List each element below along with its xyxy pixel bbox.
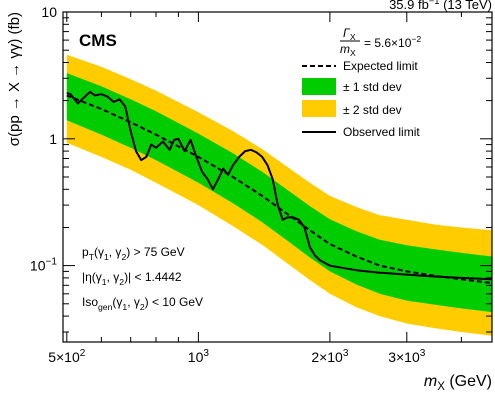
y-tick-label: 1 [49,131,57,147]
x-tick-label: 3×103 [388,348,426,365]
legend: Expected limit ± 1 std dev ± 2 std dev O… [302,59,420,139]
band-1-sigma-area [66,73,492,313]
selection-cut: |η(γ1, γ2)| < 1.4442 [82,270,182,287]
legend-1sigma-label: ± 1 std dev [343,80,402,94]
x-tick-label: 103 [188,348,210,365]
y-axis-label: σ(pp → X → γγ) (fb) [6,12,23,146]
legend-2sigma-swatch [302,100,336,117]
selection-cut: pT(γ1, γ2) > 75 GeV [82,245,185,262]
expected-limit-line [66,94,492,284]
x-tick-label: 5×102 [48,348,86,365]
axis-ticks [63,11,492,342]
axis-tick-labels: 5×102 103 2×103 3×103 10−1 1 10 [30,4,426,365]
legend-2sigma-label: ± 2 std dev [343,103,402,117]
width-label-value: = 5.6×10−2 [364,34,421,50]
y-tick-label: 10 [41,4,57,20]
band-1-sigma [66,73,492,313]
selection-cut: Isogen(γ1, γ2) < 10 GeV [82,295,203,312]
legend-1sigma-swatch [302,78,336,95]
width-label-denominator: mX [340,42,356,58]
lumi-label: 35.9 fb−1 (13 TeV) [389,0,492,12]
selection-cuts: pT(γ1, γ2) > 75 GeV |η(γ1, γ2)| < 1.4442 I… [82,245,203,312]
y-tick-label: 10−1 [30,257,57,274]
width-label: ΓX mX = 5.6×10−2 [340,26,421,58]
limit-curves [66,90,492,284]
experiment-label: CMS [79,31,117,50]
legend-expected-label: Expected limit [343,59,418,73]
x-axis-label: mX (GeV) [424,373,492,393]
observed-limit-line [66,90,492,281]
legend-observed-label: Observed limit [343,125,420,139]
x-tick-label: 2×103 [311,348,349,365]
width-label-numerator: ΓX [343,26,356,42]
